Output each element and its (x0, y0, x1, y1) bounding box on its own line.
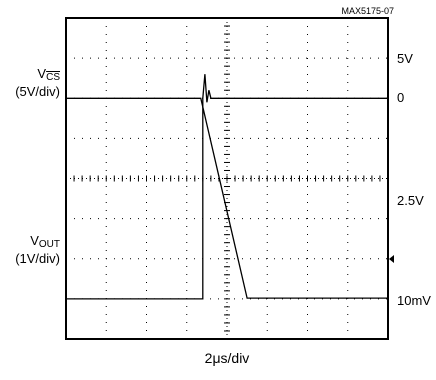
ch2-level-high: 2.5V (397, 193, 424, 208)
x-axis-label: 2μs/div (204, 350, 250, 366)
ch2-scale: (1V/div) (15, 251, 60, 266)
figure-id: MAX5175-07 (341, 6, 394, 16)
ch1-level-high: 5V (397, 51, 413, 66)
ch2-name: VOUT (30, 233, 60, 250)
grid (65, 17, 389, 340)
trace-vout (66, 97, 388, 299)
ch2-level-low: 10mV (397, 293, 431, 308)
trigger-marker (389, 255, 394, 263)
trace-vcs (66, 74, 388, 300)
ch1-scale: (5V/div) (15, 84, 60, 99)
trigger-arrow-icon (389, 255, 394, 263)
ch1-level-low: 0 (397, 90, 405, 105)
traces (66, 74, 388, 300)
ch1-name: VCS (37, 66, 60, 83)
